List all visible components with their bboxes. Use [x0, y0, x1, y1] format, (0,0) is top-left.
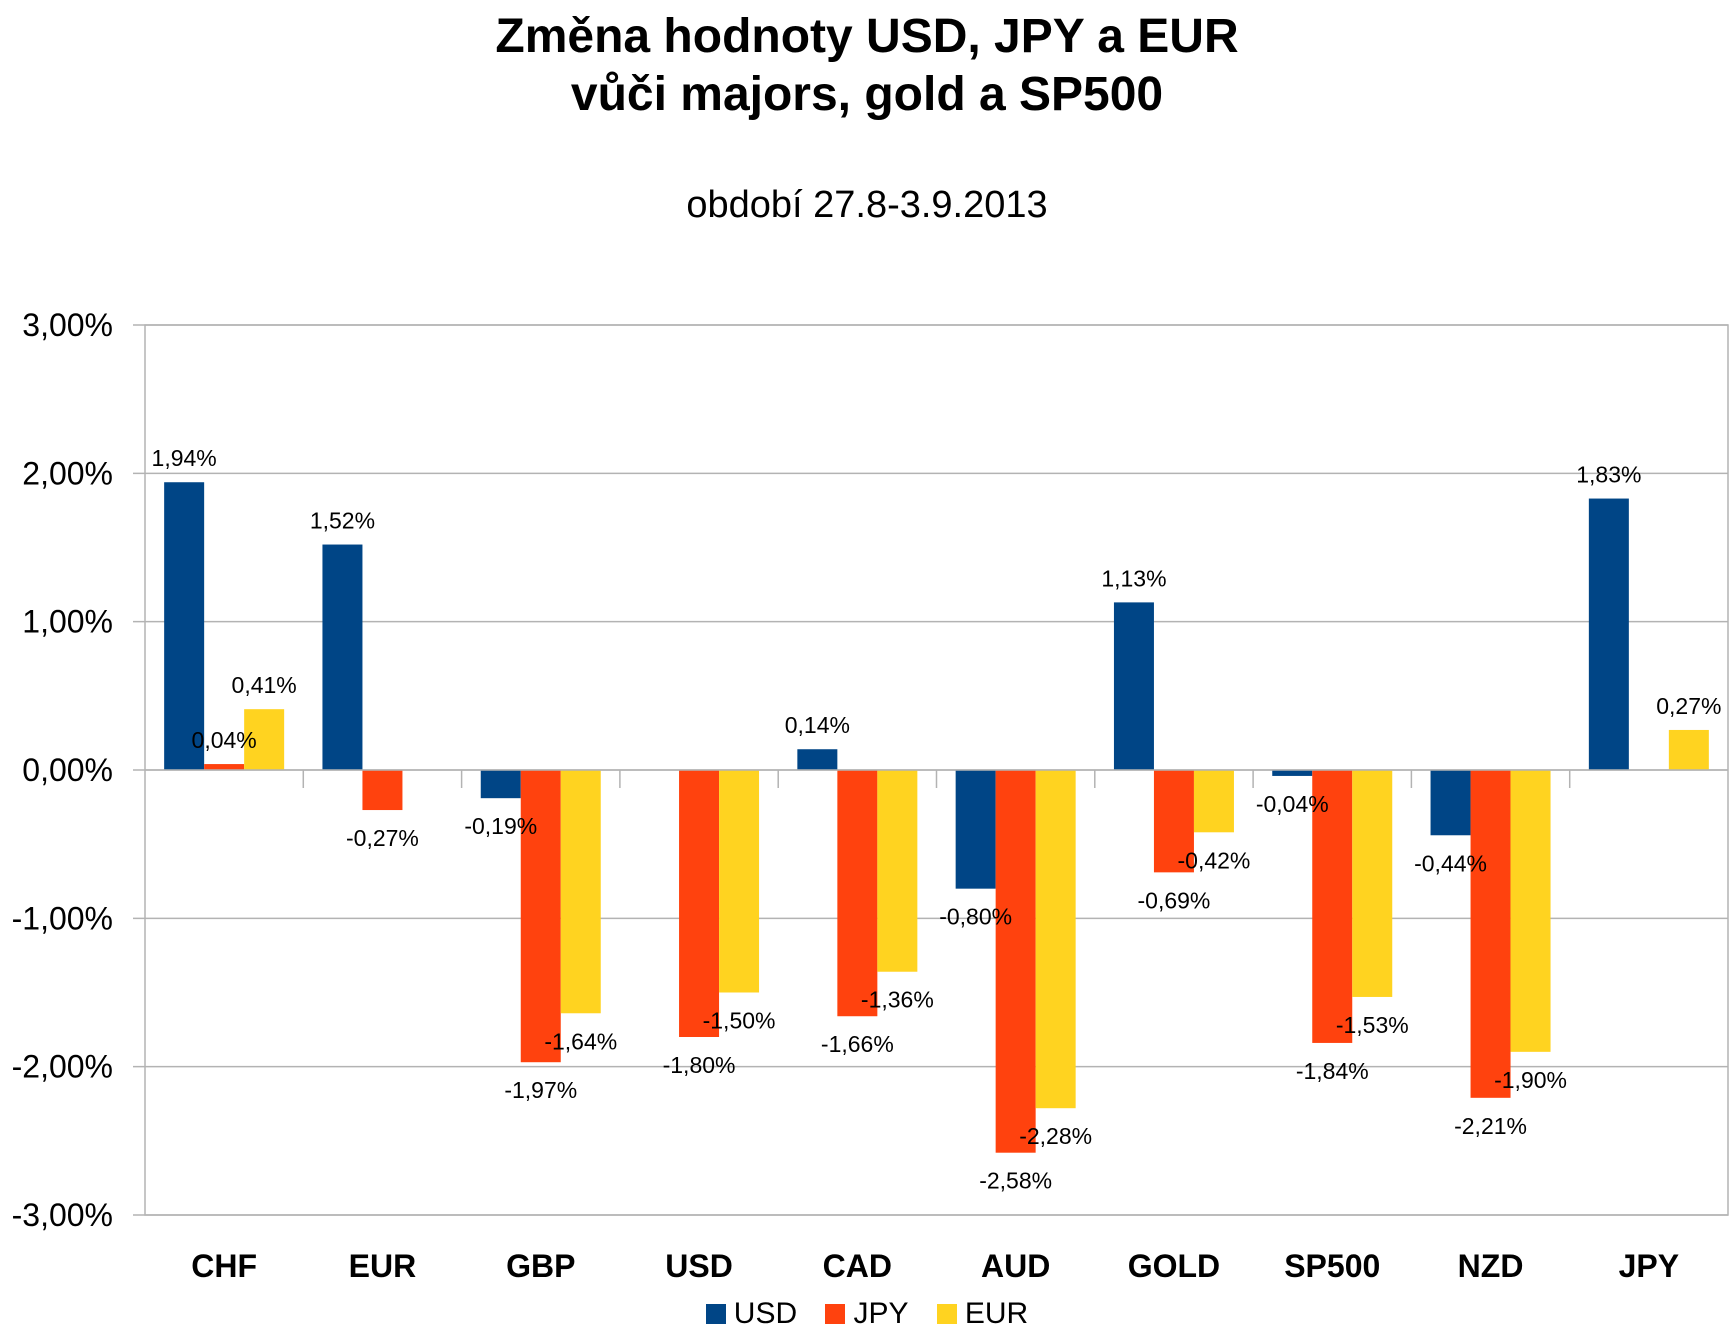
bar-eur: [719, 770, 760, 993]
data-label: -1,64%: [544, 1028, 617, 1054]
bar-eur: [1352, 770, 1393, 997]
data-label: 1,52%: [310, 508, 375, 534]
x-tick-label: EUR: [349, 1248, 417, 1284]
data-label: -0,44%: [1414, 850, 1487, 876]
axis-layer: 3,00% 2,00% 1,00% 0,00% -1,00% -2,00% -3,00% CH…: [12, 307, 1728, 1284]
bar-jpy: [204, 764, 245, 770]
legend-item-eur: EUR: [936, 1296, 1029, 1332]
data-label: 1,83%: [1576, 462, 1641, 488]
x-tick-label: CHF: [191, 1248, 257, 1284]
chart-title-line-1: Změna hodnoty USD, JPY a EUR: [495, 10, 1239, 63]
bar-usd: [480, 770, 521, 799]
data-label: 0,27%: [1656, 693, 1721, 719]
data-label: 1,94%: [152, 445, 217, 471]
chart-title: Změna hodnoty USD, JPY a EUR vůči majors…: [0, 8, 1734, 124]
data-labels-layer: 1,94% 1,52% -0,19% 0,14% -0,80% 1,13% -0,04% -0…: [152, 445, 1722, 1193]
y-tick-label: -2,00%: [12, 1049, 113, 1085]
data-label: -0,69%: [1138, 887, 1211, 913]
legend-label-eur: EUR: [964, 1297, 1029, 1330]
data-label: -1,36%: [861, 987, 934, 1013]
data-label: -1,97%: [504, 1077, 577, 1103]
bar-jpy: [520, 770, 561, 1063]
x-tick-label: SP500: [1284, 1248, 1380, 1284]
data-label: -1,53%: [1336, 1012, 1409, 1038]
bar-eur: [1668, 729, 1709, 770]
y-tick-label: -3,00%: [12, 1197, 113, 1233]
x-tick-label: GOLD: [1128, 1248, 1220, 1284]
bar-usd: [1588, 498, 1629, 770]
data-label: -0,42%: [1178, 847, 1251, 873]
chart-subtitle: období 27.8-3.9.2013: [686, 184, 1048, 226]
x-tick-label: USD: [665, 1248, 733, 1284]
x-tick-label: NZD: [1458, 1248, 1524, 1284]
data-label: -1,84%: [1296, 1058, 1369, 1084]
y-tick-label: -1,00%: [12, 900, 113, 936]
data-label: -1,66%: [821, 1031, 894, 1057]
data-label: -1,90%: [1494, 1067, 1567, 1093]
data-label: 0,14%: [785, 712, 850, 738]
bar-usd: [955, 770, 996, 889]
legend-swatch-usd: [705, 1304, 726, 1324]
bar-eur: [1193, 770, 1234, 833]
x-tick-label: AUD: [981, 1248, 1050, 1284]
data-label: -2,58%: [979, 1168, 1052, 1194]
bars-layer: [164, 482, 1709, 1153]
data-label: -0,80%: [939, 904, 1012, 930]
legend-item-usd: USD: [705, 1296, 798, 1332]
bar-eur: [877, 770, 918, 972]
bar-jpy: [837, 770, 878, 1017]
data-label: 1,13%: [1101, 565, 1166, 591]
bar-eur: [560, 770, 601, 1014]
data-label: -0,27%: [346, 825, 419, 851]
bar-jpy: [362, 770, 403, 811]
bar-usd: [322, 544, 363, 770]
y-tick-label: 1,00%: [22, 604, 113, 640]
bar-usd: [164, 482, 205, 770]
bar-eur: [1035, 770, 1076, 1109]
bar-eur: [244, 709, 285, 770]
bar-eur: [1510, 770, 1551, 1052]
bar-jpy: [995, 770, 1036, 1153]
bar-usd: [1430, 770, 1471, 836]
legend-label-jpy: JPY: [853, 1297, 909, 1330]
y-tick-label: 0,00%: [22, 752, 113, 788]
data-label: -0,19%: [464, 813, 537, 839]
chart-legend: USD JPY EUR: [0, 1296, 1734, 1333]
bar-jpy: [1312, 770, 1353, 1043]
bar-usd: [1272, 770, 1313, 776]
bar-usd: [1113, 602, 1154, 770]
x-tick-label: JPY: [1619, 1248, 1679, 1284]
bar-jpy: [679, 770, 720, 1037]
y-tick-label: 2,00%: [22, 455, 113, 491]
data-label: 0,04%: [192, 727, 257, 753]
legend-label-usd: USD: [733, 1297, 798, 1330]
data-label: -0,04%: [1256, 791, 1329, 817]
x-tick-label: CAD: [823, 1248, 892, 1284]
bar-jpy: [1153, 770, 1194, 873]
data-label: -2,21%: [1454, 1113, 1527, 1139]
legend-swatch-jpy: [825, 1304, 846, 1324]
y-tick-label: 3,00%: [22, 307, 113, 343]
chart-title-line-2: vůči majors, gold a SP500: [570, 68, 1164, 121]
data-label: 0,41%: [232, 672, 297, 698]
legend-item-jpy: JPY: [825, 1296, 909, 1332]
bar-jpy: [1470, 770, 1511, 1098]
data-label: -1,50%: [703, 1008, 776, 1034]
legend-swatch-eur: [936, 1304, 957, 1324]
data-label: -2,28%: [1019, 1123, 1092, 1149]
bar-usd: [797, 749, 838, 770]
data-label: -1,80%: [663, 1052, 736, 1078]
x-tick-label: GBP: [506, 1248, 575, 1284]
